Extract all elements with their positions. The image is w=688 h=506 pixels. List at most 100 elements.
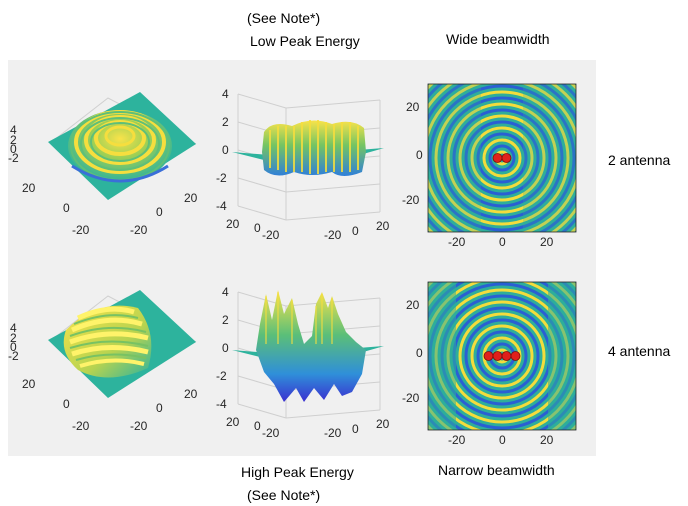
y-tick: 20: [226, 217, 240, 231]
x-tick: 0: [156, 205, 163, 219]
y-tick: -20: [72, 419, 90, 433]
interference-ring: [434, 90, 570, 226]
high-peak-energy-label: High Peak Energy: [241, 464, 354, 480]
map-frame: [427, 281, 577, 431]
interference-ring: [440, 96, 564, 220]
surface-side-plot-4ant: 4 2 0 -2 -4 20 0 -20 -20 0 20: [216, 285, 390, 440]
z-tick: 2: [10, 133, 17, 147]
surface-side-plot-2ant: 4 2 0 -2 -4 20 0 -20 -20 0 20: [216, 87, 390, 242]
row-label-4-antenna: 4 antenna: [608, 343, 671, 359]
map-y-tick: 0: [416, 346, 423, 360]
note-bottom: (See Note*): [247, 487, 321, 503]
z-tick: 0: [10, 142, 17, 156]
interference-ring: [458, 114, 546, 202]
beam-map-plot-4ant: 20 0 -20 -20 0 20: [402, 281, 577, 447]
z-tick: -4: [216, 397, 227, 411]
beam-null-region: [428, 84, 481, 232]
antenna-marker: [501, 153, 512, 163]
map-y-tick: -20: [402, 193, 420, 207]
antenna-marker: [492, 153, 503, 163]
x-tick: 0: [352, 224, 359, 238]
note-top: (See Note*): [247, 10, 321, 26]
map-x-tick: 0: [499, 235, 506, 249]
beam-null-region: [523, 84, 576, 232]
z-tick: 0: [222, 341, 229, 355]
interference-ring: [476, 132, 528, 184]
y-tick: -20: [262, 426, 280, 440]
y-tick: 20: [226, 415, 240, 429]
y-tick: 20: [22, 181, 36, 195]
x-tick: -20: [324, 228, 342, 242]
y-tick: 0: [63, 397, 70, 411]
interference-ring: [464, 120, 540, 196]
surface-oblique-plot-4ant: 4 2 0 -2 20 0 -20 20 0 -20: [8, 290, 198, 433]
antenna-marker: [492, 351, 503, 361]
z-tick: 4: [10, 321, 17, 335]
surface-oblique-plot-2ant: 4 2 0 -2 20 0 -20 20 0 -20: [8, 92, 198, 237]
map-x-tick: -20: [448, 433, 466, 447]
y-tick: 0: [254, 221, 261, 235]
x-tick: 20: [184, 387, 198, 401]
interference-ring: [488, 144, 516, 172]
x-tick: 0: [352, 422, 359, 436]
low-peak-energy-label: Low Peak Energy: [250, 33, 360, 49]
interference-rings: [428, 282, 576, 430]
beam-null-region: [548, 282, 576, 430]
z-tick: 4: [10, 123, 17, 137]
x-tick: -20: [324, 426, 342, 440]
map-y-tick: 20: [406, 100, 420, 114]
y-tick: 20: [22, 377, 36, 391]
beam-map-plot-2ant: 20 0 -20 -20 0 20: [402, 83, 577, 249]
interference-ring: [446, 102, 558, 214]
beam-null-region: [428, 282, 456, 430]
surface-body: [262, 120, 366, 176]
surface-ripples: [63, 305, 152, 378]
surface-ripples: [269, 120, 359, 174]
map-x-tick: 20: [540, 235, 554, 249]
interference-ring: [458, 312, 546, 400]
map-frame: [427, 83, 577, 233]
y-tick: 0: [63, 201, 70, 215]
map-x-tick: 0: [499, 433, 506, 447]
y-tick: -20: [72, 223, 90, 237]
z-tick: 2: [222, 313, 229, 327]
map-y-tick: -20: [402, 391, 420, 405]
antenna-marker: [483, 351, 494, 361]
antenna-marker: [510, 351, 521, 361]
y-tick: -20: [262, 228, 280, 242]
z-tick: 0: [222, 143, 229, 157]
x-tick: -20: [130, 419, 148, 433]
map-y-tick: 20: [406, 298, 420, 312]
interference-rings: [428, 84, 576, 232]
interference-ring: [470, 324, 534, 388]
x-tick: 20: [376, 219, 390, 233]
z-tick: 2: [10, 331, 17, 345]
surface-ripples: [265, 292, 333, 344]
interference-ring: [470, 126, 534, 190]
z-tick: 4: [222, 87, 229, 101]
z-tick: -2: [8, 349, 19, 363]
surface-body: [256, 290, 366, 402]
antenna-markers: [483, 351, 521, 361]
x-tick: -20: [130, 223, 148, 237]
row-label-2-antenna: 2 antenna: [608, 152, 671, 168]
x-tick: 20: [376, 417, 390, 431]
interference-ring: [476, 330, 528, 382]
wide-beamwidth-label: Wide beamwidth: [446, 31, 550, 47]
surface-ripples: [68, 110, 172, 183]
interference-ring: [482, 138, 522, 178]
z-tick: -2: [216, 369, 227, 383]
y-tick: 0: [254, 419, 261, 433]
z-tick: -4: [216, 199, 227, 213]
map-y-tick: 0: [416, 148, 423, 162]
z-tick: -2: [8, 151, 19, 165]
interference-ring: [464, 318, 540, 394]
z-tick: 2: [222, 115, 229, 129]
x-tick: 20: [184, 191, 198, 205]
interference-ring: [452, 108, 552, 208]
antenna-markers: [492, 153, 512, 163]
z-tick: -2: [216, 171, 227, 185]
narrow-beamwidth-label: Narrow beamwidth: [438, 462, 555, 478]
map-x-tick: 20: [540, 433, 554, 447]
interference-ring: [428, 84, 576, 232]
